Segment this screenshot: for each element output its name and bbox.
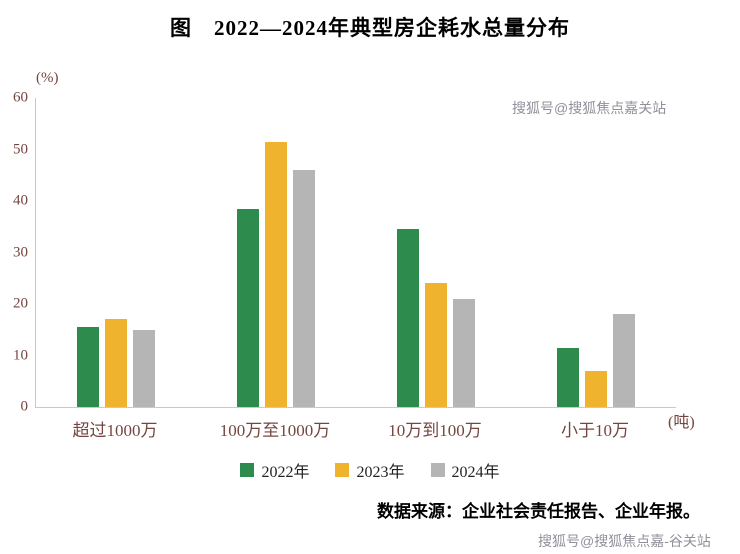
legend-item-2022年: 2022年 [240,458,309,482]
legend-item-2024年: 2024年 [430,458,500,482]
bar-2024年-小于10万 [613,314,635,407]
legend-swatch [430,463,445,477]
bar-group-10万到100万 [356,229,516,407]
bar-group-小于10万 [516,314,676,407]
x-axis-unit-label: (吨) [668,414,695,431]
legend-label: 2022年 [261,464,310,481]
chart-title: 图 2022—2024年典型房企耗水总量分布 [170,16,570,40]
x-category-label-超过1000万: 超过1000万 [72,421,158,440]
bar-2023年-超过1000万 [105,319,127,407]
bar-2024年-超过1000万 [133,329,155,407]
watermark-bottom: 搜狐号@搜狐焦点嘉-谷关站 [538,533,711,549]
x-category-label-100万至1000万: 100万至1000万 [219,421,331,440]
bar-2023年-100万至1000万 [265,141,287,407]
bar-2022年-10万到100万 [397,229,419,407]
y-tick-20: 20 [13,295,28,312]
y-tick-0: 0 [20,398,29,415]
legend-swatch [335,463,350,477]
plot-area [35,98,676,408]
legend-item-2023年: 2023年 [335,458,405,482]
legend-label: 2024年 [451,464,500,481]
x-category-label-10万到100万: 10万到100万 [388,421,482,440]
y-tick-50: 50 [13,141,28,157]
bar-2022年-100万至1000万 [237,208,259,407]
x-category-label-小于10万: 小于10万 [561,421,629,440]
x-axis-category-labels: 超过1000万 100万至1000万 10万到100万 小于10万 [35,416,675,441]
y-tick-10: 10 [13,347,28,363]
y-tick-30: 30 [13,244,28,260]
bar-group-100万至1000万 [196,141,356,407]
bar-2024年-100万至1000万 [293,170,315,407]
bar-2023年-10万到100万 [425,283,447,407]
bar-2022年-小于10万 [557,347,579,407]
bar-2023年-小于10万 [585,370,607,407]
legend-swatch [240,463,255,477]
source-note: 数据来源：企业社会责任报告、企业年报。 [377,502,700,521]
y-axis-ticks: 0 10 20 30 40 50 60 [0,90,28,415]
chart-legend: 2022年 2023年 2024年 [0,458,740,482]
bar-group-超过1000万 [36,319,196,407]
y-tick-60: 60 [13,89,28,106]
y-tick-40: 40 [13,192,28,209]
bar-2024年-10万到100万 [453,298,475,407]
legend-label: 2023年 [356,464,405,481]
y-axis-unit-label: (%) [36,70,59,86]
watermark-top: 搜狐号@搜狐焦点嘉关站 [512,100,667,116]
bar-2022年-超过1000万 [77,327,99,407]
